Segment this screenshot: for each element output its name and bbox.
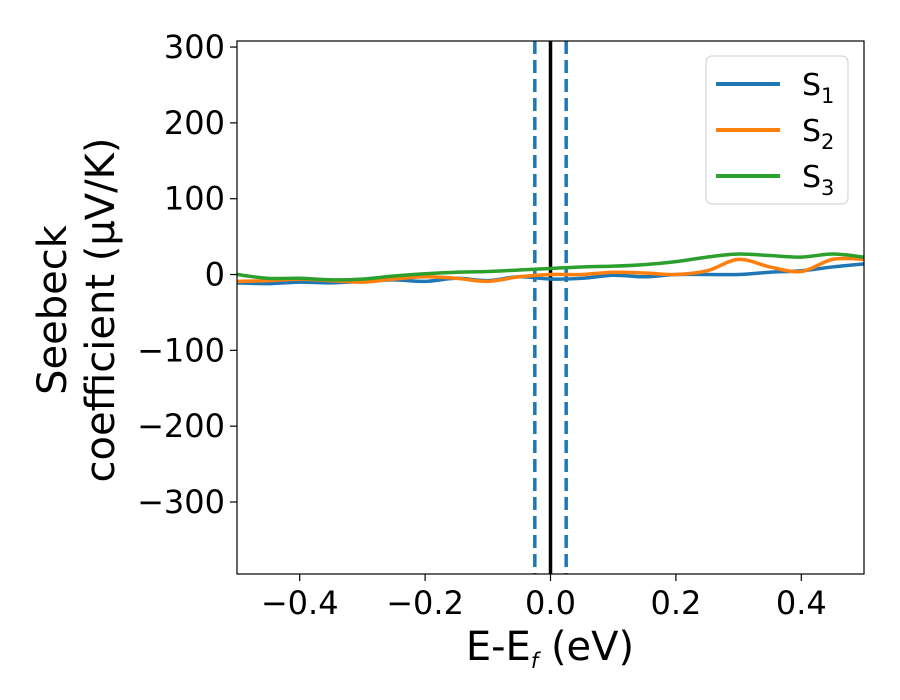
y-tick-label: 300: [164, 28, 225, 66]
axis-ticks: −0.4 −0.2 0.0 0.2 0.4 300 200 100 0 −100 −200 −300: [137, 28, 827, 622]
series-line-s3: [237, 252, 864, 282]
legend-label-s1: S1: [802, 68, 834, 108]
y-tick-label: 200: [164, 104, 225, 142]
y-axis-title: Seebeck coefficient (μV/K): [30, 138, 124, 483]
y-tick-label: 0: [205, 256, 225, 294]
y-tick-label: −100: [137, 331, 225, 369]
x-tick-label: 0.2: [650, 584, 701, 622]
x-tick-label: 0.4: [776, 584, 827, 622]
legend-label-s2: S2: [802, 114, 834, 154]
y-tick-label: 100: [164, 180, 225, 218]
reference-lines: [533, 41, 568, 574]
legend-label-s3: S3: [802, 160, 834, 200]
y-axis-title-line1: Seebeck: [30, 224, 76, 395]
x-tick-label: −0.4: [261, 584, 339, 622]
y-tick-label: −300: [137, 483, 225, 521]
x-axis-title: E-Ef (eV): [466, 624, 634, 673]
y-tick-label: −200: [137, 407, 225, 445]
legend: S1 S2 S3: [705, 55, 849, 205]
y-axis-title-line2: coefficient (μV/K): [78, 138, 124, 483]
x-tick-label: 0.0: [525, 584, 576, 622]
x-tick-label: −0.2: [386, 584, 464, 622]
series-lines: [237, 252, 864, 286]
